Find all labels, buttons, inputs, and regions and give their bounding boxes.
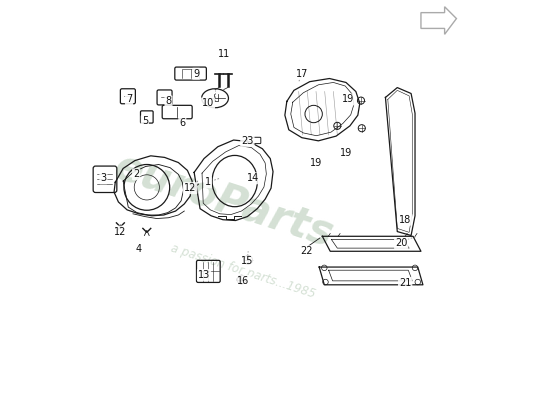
Text: 14: 14 — [247, 173, 260, 183]
Text: 12: 12 — [184, 183, 196, 193]
Text: 18: 18 — [399, 215, 411, 225]
Text: 9: 9 — [193, 69, 199, 79]
Text: 8: 8 — [166, 96, 172, 106]
Text: 17: 17 — [296, 69, 309, 79]
Text: 19: 19 — [342, 94, 354, 104]
Text: euroParts: euroParts — [109, 145, 339, 255]
Text: 15: 15 — [241, 256, 254, 266]
Text: 7: 7 — [126, 94, 132, 104]
Text: 23: 23 — [241, 136, 254, 146]
Text: 19: 19 — [310, 158, 322, 168]
Text: 16: 16 — [237, 276, 250, 286]
Text: 22: 22 — [300, 246, 313, 256]
Text: 6: 6 — [179, 118, 185, 128]
Text: 12: 12 — [114, 226, 126, 236]
Text: 1: 1 — [205, 177, 211, 187]
Text: 3: 3 — [100, 173, 107, 183]
Text: 13: 13 — [198, 270, 210, 280]
Text: 5: 5 — [142, 116, 148, 126]
Text: 11: 11 — [218, 49, 230, 59]
Text: 2: 2 — [133, 169, 139, 179]
Text: 21: 21 — [399, 278, 411, 288]
Text: 10: 10 — [202, 98, 214, 108]
Text: 20: 20 — [395, 238, 408, 248]
Text: a passion for parts...1985: a passion for parts...1985 — [169, 242, 317, 300]
Text: 4: 4 — [136, 244, 142, 254]
Text: 19: 19 — [340, 148, 352, 158]
